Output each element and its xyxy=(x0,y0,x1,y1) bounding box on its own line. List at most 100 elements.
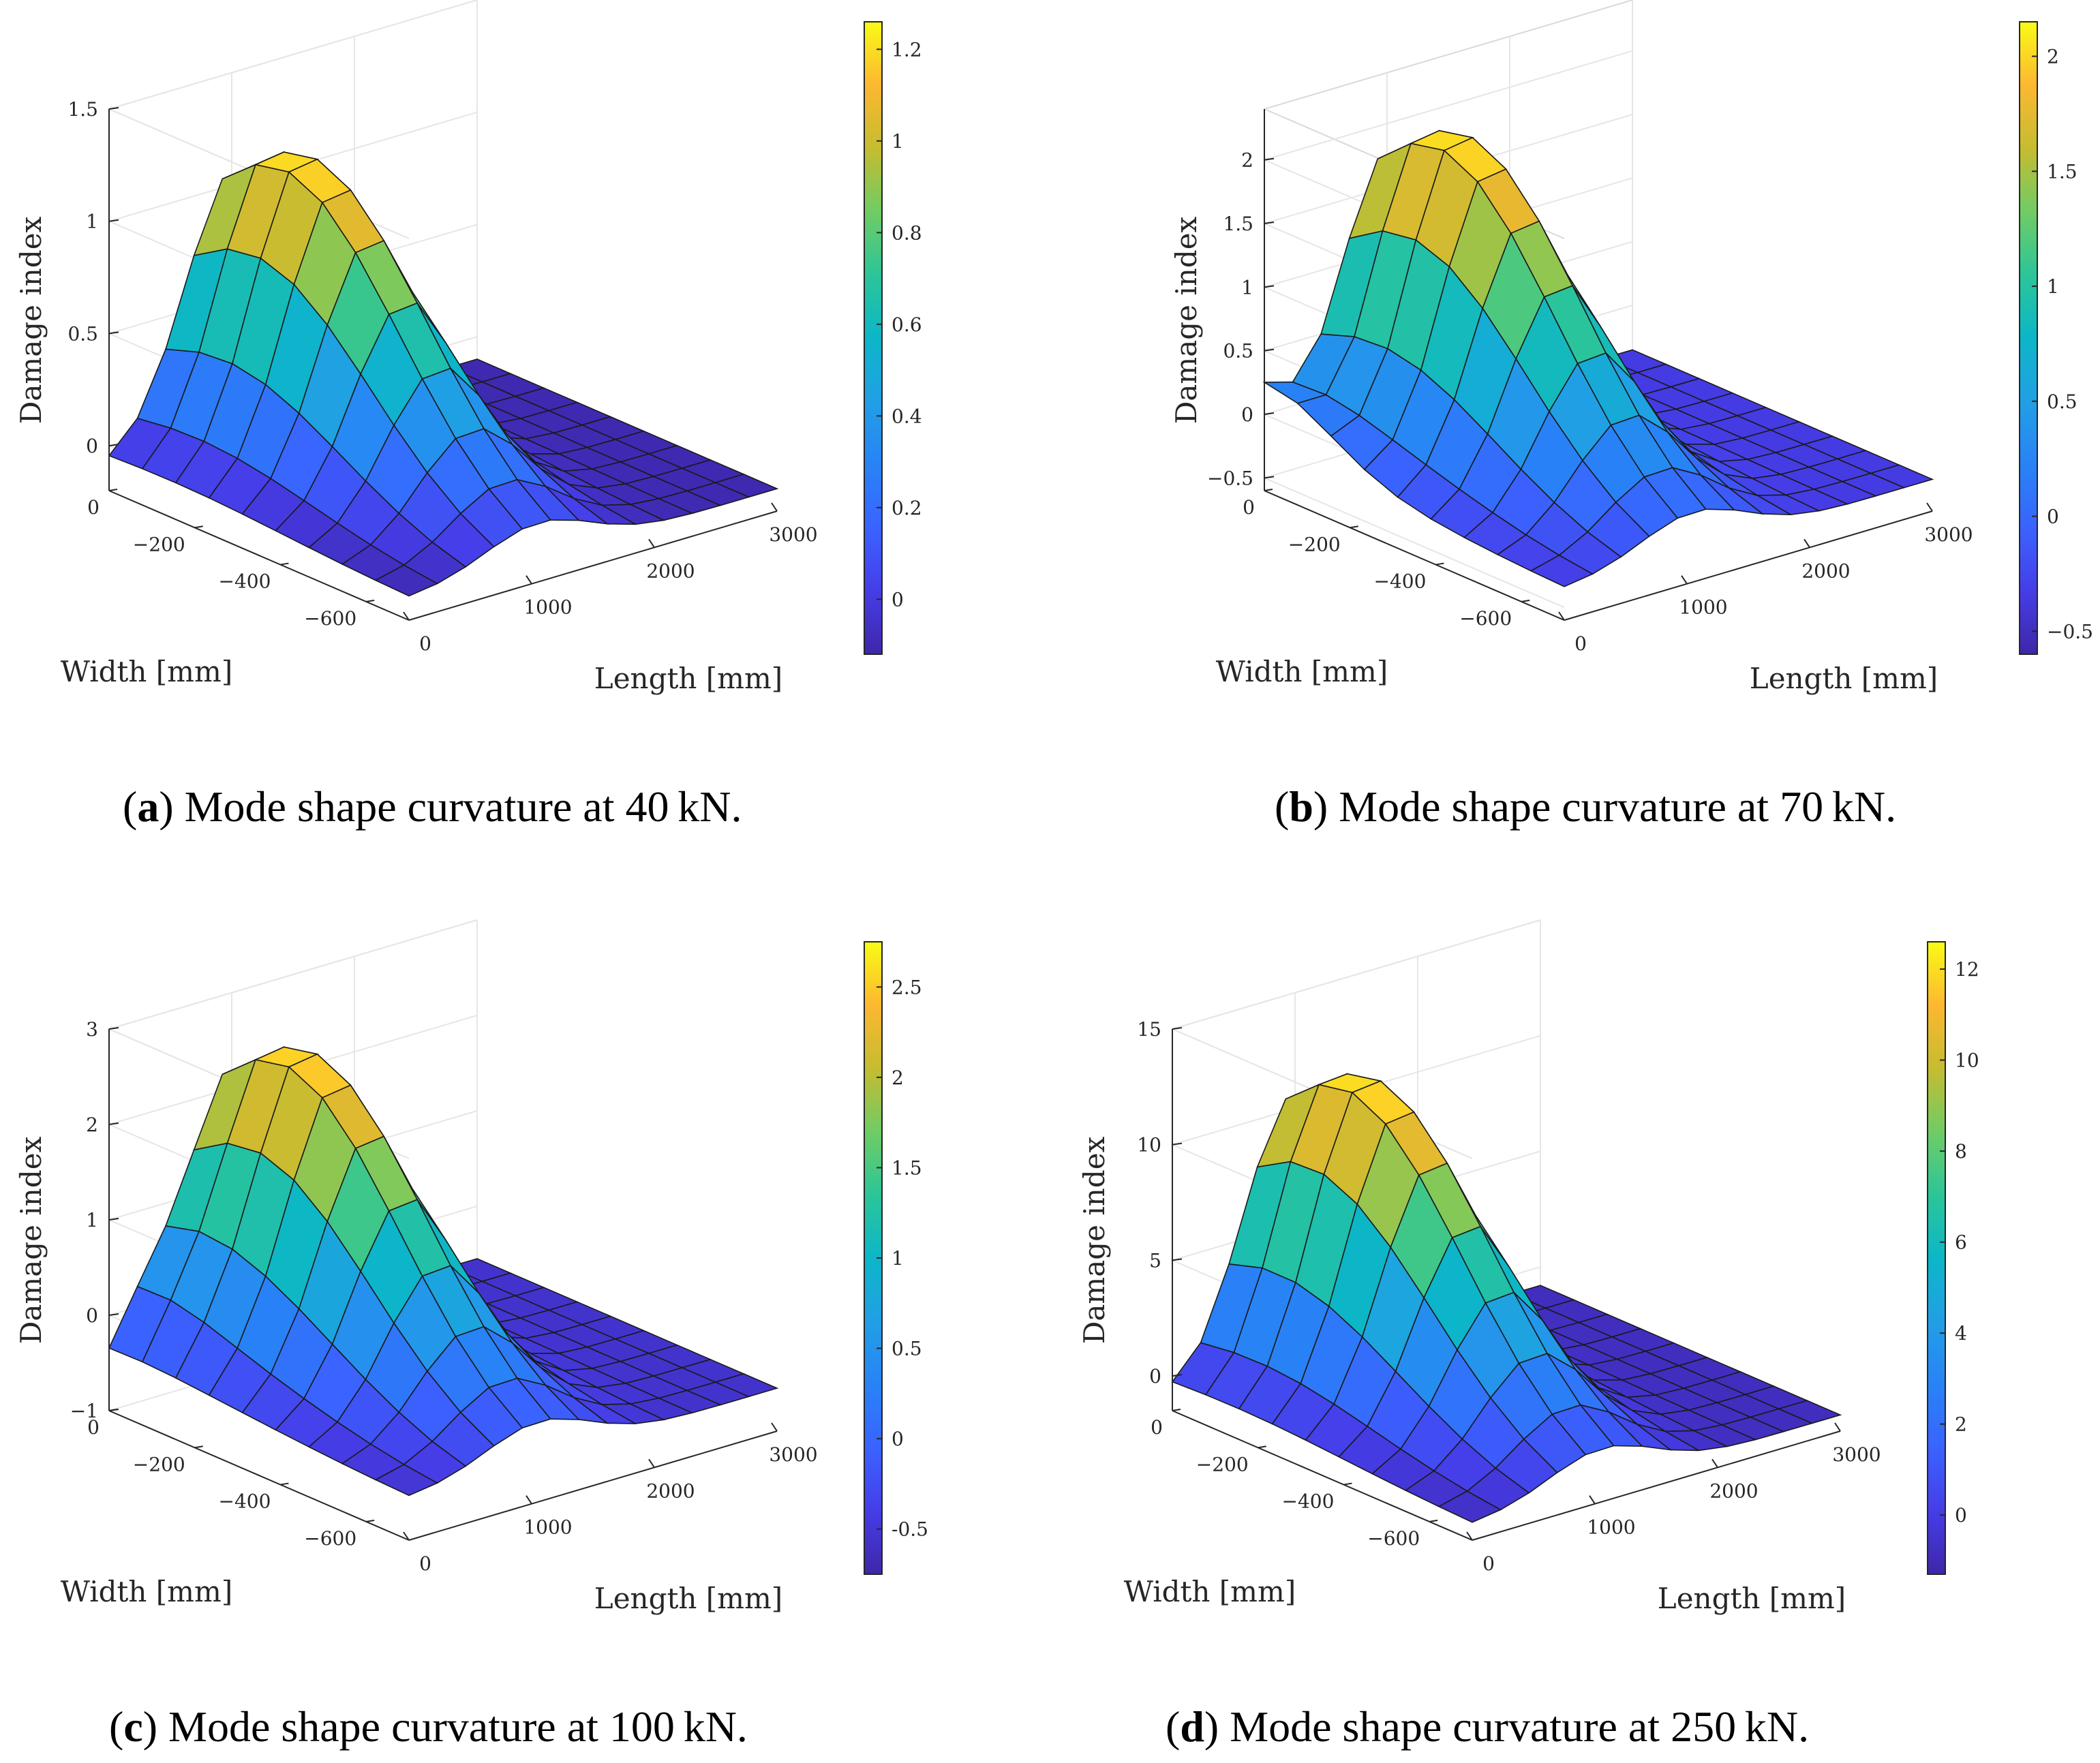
z-axis-label: Damage index xyxy=(1078,1136,1111,1344)
surface-patch xyxy=(1437,1490,1502,1523)
chart-panel-b: −0.5 0 0.5 1 1.5 2 0 −200 −400 −600 0 1000 2000 3000 D… xyxy=(1170,0,2093,831)
z-axis-label: Damage index xyxy=(14,216,48,424)
z-tick-label: 3 xyxy=(86,1018,98,1041)
surface xyxy=(1262,129,1934,587)
length-tick-label: 1000 xyxy=(1679,596,1727,619)
z-tick-label: 1 xyxy=(86,1209,98,1231)
width-tick xyxy=(280,562,289,566)
length-tick-label: 3000 xyxy=(769,1443,817,1466)
caption-text: ) Mode shape curvature at 250 kN. xyxy=(1204,1702,1809,1751)
z-tick xyxy=(1264,476,1275,479)
z-tick-label: 15 xyxy=(1137,1018,1161,1041)
width-tick xyxy=(1264,489,1273,491)
width-tick-label: −200 xyxy=(1288,533,1341,555)
colorbar-tick-label: 0.4 xyxy=(892,405,922,427)
colorbar-tick-label: 2 xyxy=(2047,46,2059,68)
colorbar-tick-label: 6 xyxy=(1955,1231,1967,1254)
colorbar: −0.5 0 0.5 1 1.5 2 xyxy=(2019,21,2093,655)
width-tick-label: −200 xyxy=(133,533,185,555)
colorbar-tick-label: 1.5 xyxy=(892,1156,922,1179)
width-tick-label: −200 xyxy=(1196,1453,1249,1475)
length-tick-label: 2000 xyxy=(1801,559,1850,582)
colorbar-gradient xyxy=(1927,941,1946,1575)
caption-letter: b xyxy=(1289,782,1313,831)
width-tick-label: −200 xyxy=(133,1453,185,1475)
width-tick xyxy=(365,599,375,602)
z-tick-label: 2 xyxy=(1241,149,1253,172)
z-tick-label: 0 xyxy=(86,435,98,457)
width-tick-label: 0 xyxy=(87,496,100,519)
length-tick xyxy=(771,502,778,512)
colorbar-tick-label: 0.2 xyxy=(892,497,922,519)
length-axis-label: Length [mm] xyxy=(594,1582,782,1615)
z-tick xyxy=(108,444,119,447)
caption-letter: a xyxy=(137,782,159,831)
colorbar-tick-label: 0.5 xyxy=(892,1338,922,1360)
colorbar-tick-label: 0 xyxy=(892,588,904,611)
length-axis-label: Length [mm] xyxy=(594,662,782,695)
z-tick xyxy=(1264,157,1275,161)
width-axis-label: Width [mm] xyxy=(61,655,232,688)
caption-open: ( xyxy=(1166,1702,1180,1751)
colorbar-tick-label: 0 xyxy=(2047,506,2059,528)
width-tick xyxy=(194,525,203,529)
z-tick-label: 0.5 xyxy=(67,322,98,345)
length-tick-label: 3000 xyxy=(769,523,817,546)
width-tick xyxy=(280,1482,289,1486)
length-tick xyxy=(1558,611,1565,621)
z-tick xyxy=(108,107,119,110)
width-axis-line xyxy=(1172,1410,1473,1541)
z-tick xyxy=(108,1313,119,1316)
surface xyxy=(108,151,779,597)
colorbar-tick-label: 0.5 xyxy=(2047,390,2078,413)
z-tick-label: 1.5 xyxy=(67,98,98,121)
z-axis-label: Damage index xyxy=(1170,216,1203,424)
z-tick xyxy=(1172,1374,1183,1377)
colorbar-tick-label: 1 xyxy=(892,1247,904,1270)
length-tick xyxy=(1804,538,1810,548)
z-tick xyxy=(108,1122,119,1125)
colorbar: 0 0.2 0.4 0.6 0.8 1 1.2 xyxy=(864,21,922,655)
panel-caption: (a) Mode shape curvature at 40 kN. xyxy=(123,782,742,831)
length-axis-line xyxy=(408,1430,778,1541)
surface-patch xyxy=(374,564,439,597)
z-tick xyxy=(1264,412,1275,415)
caption-open: ( xyxy=(109,1702,123,1751)
z-tick-label: −0.5 xyxy=(1207,467,1253,489)
length-tick xyxy=(771,1422,778,1432)
z-tick-label: 0 xyxy=(1149,1365,1161,1388)
caption-text: ) Mode shape curvature at 70 kN. xyxy=(1313,782,1896,831)
colorbar-tick-label: 0.8 xyxy=(892,221,922,244)
axes: 0 0.5 1 1.5 0 −200 −400 −600 0 1000 2000 3000 Damage… xyxy=(14,98,818,695)
surface-patch xyxy=(1530,554,1594,587)
length-axis-label: Length [mm] xyxy=(1658,1582,1846,1615)
width-tick-label: −400 xyxy=(1282,1490,1335,1513)
caption-letter: d xyxy=(1180,1702,1204,1751)
length-tick xyxy=(1834,1422,1841,1432)
colorbar: 0 2 4 6 8 10 12 xyxy=(1927,941,1979,1575)
colorbar-tick-label: 4 xyxy=(1955,1322,1967,1345)
z-tick-label: −1 xyxy=(70,1400,98,1422)
panel-caption: (d) Mode shape curvature at 250 kN. xyxy=(1166,1702,1809,1751)
length-tick xyxy=(1589,1495,1596,1505)
length-tick-label: 0 xyxy=(1482,1552,1495,1575)
colorbar: -0.5 0 0.5 1 1.5 2 2.5 xyxy=(864,941,928,1575)
length-tick-label: 3000 xyxy=(1924,523,1973,546)
z-tick-label: 10 xyxy=(1137,1134,1161,1156)
width-tick xyxy=(1435,562,1444,566)
width-tick xyxy=(1521,599,1530,602)
z-tick-label: 1 xyxy=(86,211,98,233)
axis-edge xyxy=(1264,0,1633,110)
width-tick-label: 0 xyxy=(1151,1416,1163,1439)
width-tick xyxy=(1350,525,1358,529)
length-tick xyxy=(1926,502,1933,512)
colorbar-tick-label: 8 xyxy=(1955,1140,1967,1163)
width-axis-label: Width [mm] xyxy=(1124,1575,1296,1608)
width-tick xyxy=(108,489,118,491)
length-tick-label: 0 xyxy=(419,632,431,655)
colorbar-gradient xyxy=(864,21,883,655)
width-tick-label: 0 xyxy=(87,1416,100,1439)
z-tick xyxy=(1172,1258,1183,1261)
width-tick-label: −600 xyxy=(1459,607,1512,630)
